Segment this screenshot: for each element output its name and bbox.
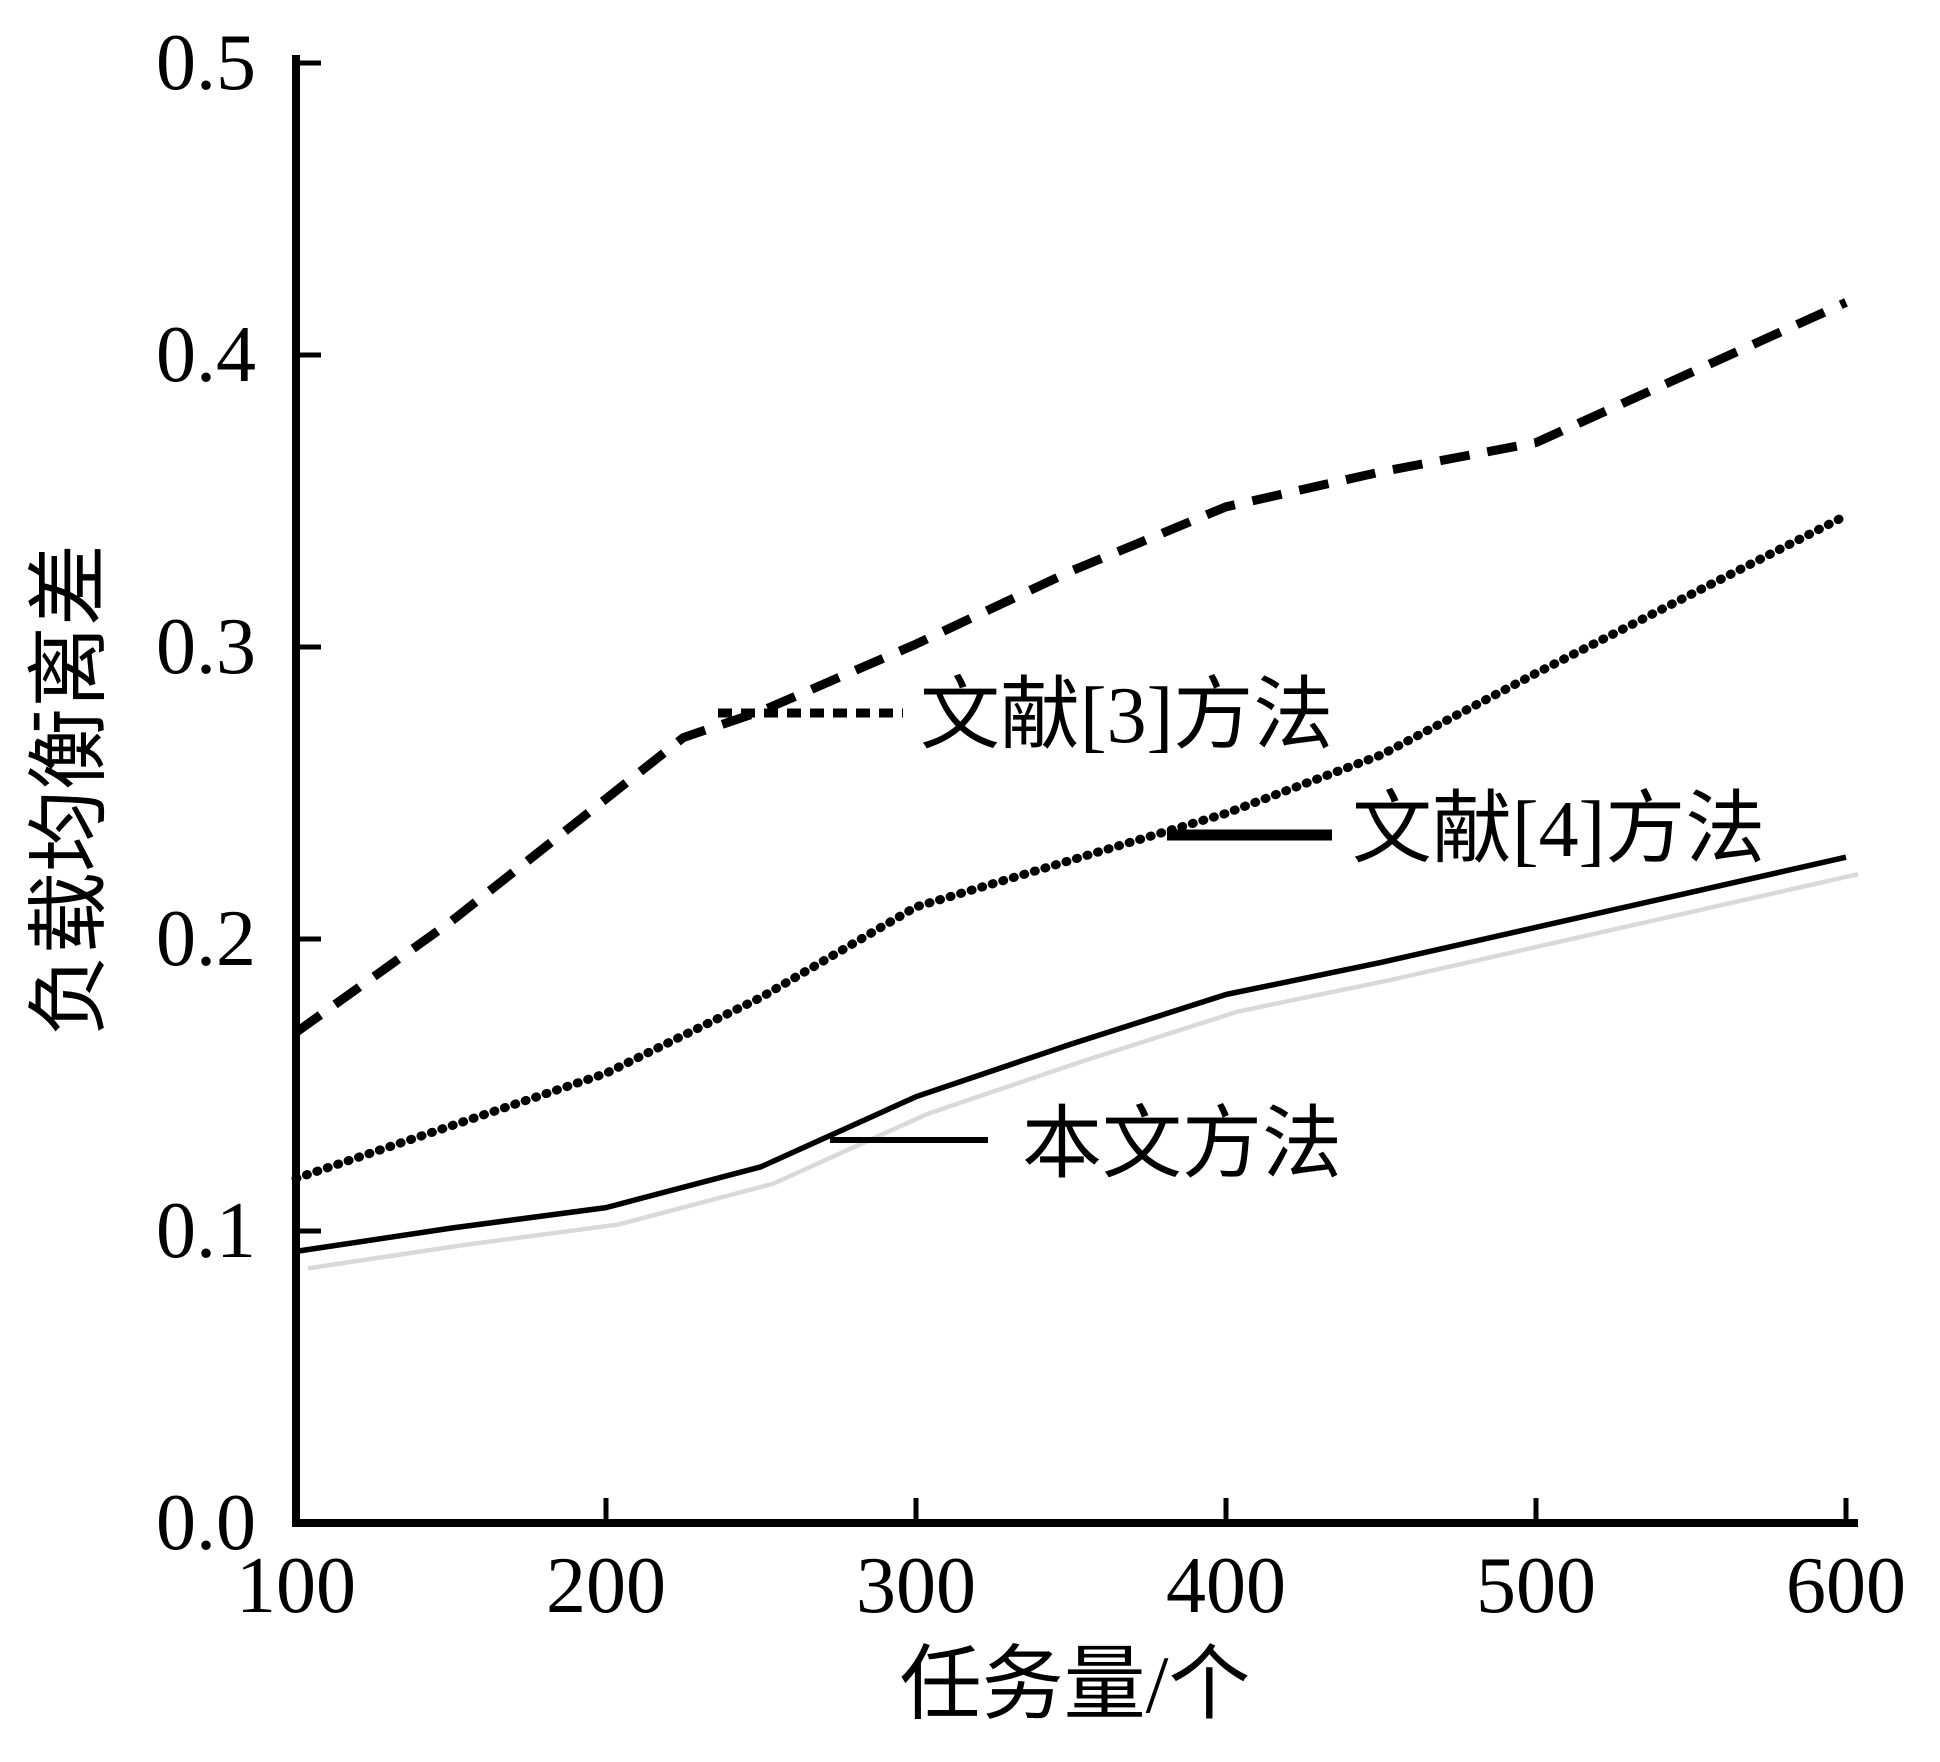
- data-series: [291, 298, 1859, 1271]
- y-tick-label-0.0: 0.0: [156, 1479, 256, 1567]
- x-tick-label-600: 600: [1786, 1542, 1906, 1630]
- y-tick-label-0.3: 0.3: [156, 603, 256, 691]
- annotation-label-文献[4]方法: 文献[4]方法: [1352, 786, 1765, 874]
- series-shadow-本文方法: [307, 872, 1859, 1271]
- y-tick-label-0.4: 0.4: [156, 311, 256, 399]
- series-line-文献[4]方法: [291, 511, 1851, 1183]
- axis-tick-labels: 100 200 300 400 500 600 0.0 0.1 0.2 0.3 0.4 0.5: [156, 19, 1906, 1630]
- axis-ticks: [293, 60, 1849, 1526]
- y-tick-label-0.1: 0.1: [156, 1187, 256, 1275]
- y-tick-label-0.2: 0.2: [156, 895, 256, 983]
- series-line-文献[3]方法: [293, 298, 1848, 1037]
- x-tick-label-300: 300: [856, 1542, 976, 1630]
- series-line-本文方法: [295, 854, 1847, 1255]
- annotation-label-本文方法: 本文方法: [1022, 1101, 1342, 1189]
- x-axis-title: 任务量/个: [900, 1639, 1251, 1730]
- annotation-label-文献[3]方法: 文献[3]方法: [920, 672, 1333, 760]
- x-tick-label-200: 200: [546, 1542, 666, 1630]
- x-tick-label-500: 500: [1476, 1542, 1596, 1630]
- y-axis-title: 负载均衡离差: [24, 544, 115, 1036]
- y-tick-label-0.5: 0.5: [156, 19, 256, 107]
- x-tick-label-100: 100: [236, 1542, 356, 1630]
- x-tick-label-400: 400: [1166, 1542, 1286, 1630]
